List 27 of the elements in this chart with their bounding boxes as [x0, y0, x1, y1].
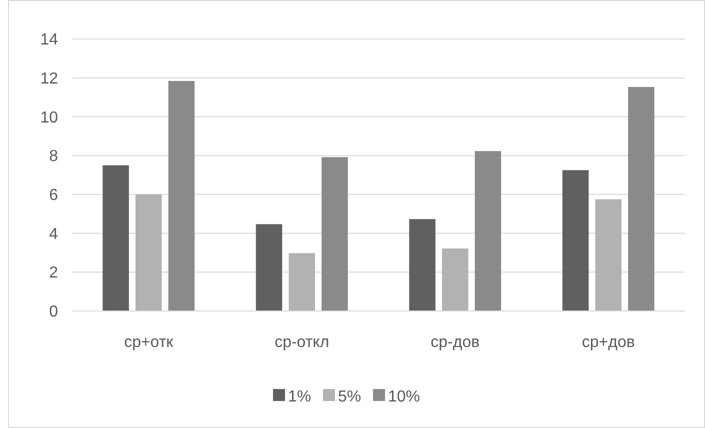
- bar: [288, 253, 316, 311]
- y-tick-label: 0: [49, 304, 58, 321]
- legend-label: 10%: [388, 388, 420, 406]
- x-tick-label: ср+дов: [582, 334, 635, 351]
- bar: [256, 224, 282, 311]
- y-tick-label: 12: [40, 70, 58, 88]
- bar: [562, 170, 589, 311]
- y-tick-label: 2: [49, 264, 58, 282]
- y-tick-label: 8: [49, 148, 58, 166]
- bar: [168, 80, 195, 311]
- bar: [409, 219, 436, 311]
- x-tick-label: ср-дов: [430, 334, 480, 351]
- x-tick-label: ср+отк: [124, 334, 174, 351]
- bar: [442, 248, 468, 311]
- x-tick-label: ср-откл: [274, 334, 330, 351]
- y-tick-label: 6: [49, 187, 58, 204]
- y-tick-label: 4: [49, 226, 58, 243]
- bar: [322, 157, 348, 311]
- bar: [102, 165, 129, 311]
- bar: [474, 151, 502, 311]
- legend-label: 5%: [338, 388, 362, 406]
- y-tick-label: 14: [40, 32, 58, 49]
- bar: [628, 86, 654, 311]
- bar: [135, 194, 162, 311]
- legend-label: 1%: [288, 388, 312, 406]
- bar: [595, 199, 622, 311]
- y-tick-label: 10: [40, 109, 58, 126]
